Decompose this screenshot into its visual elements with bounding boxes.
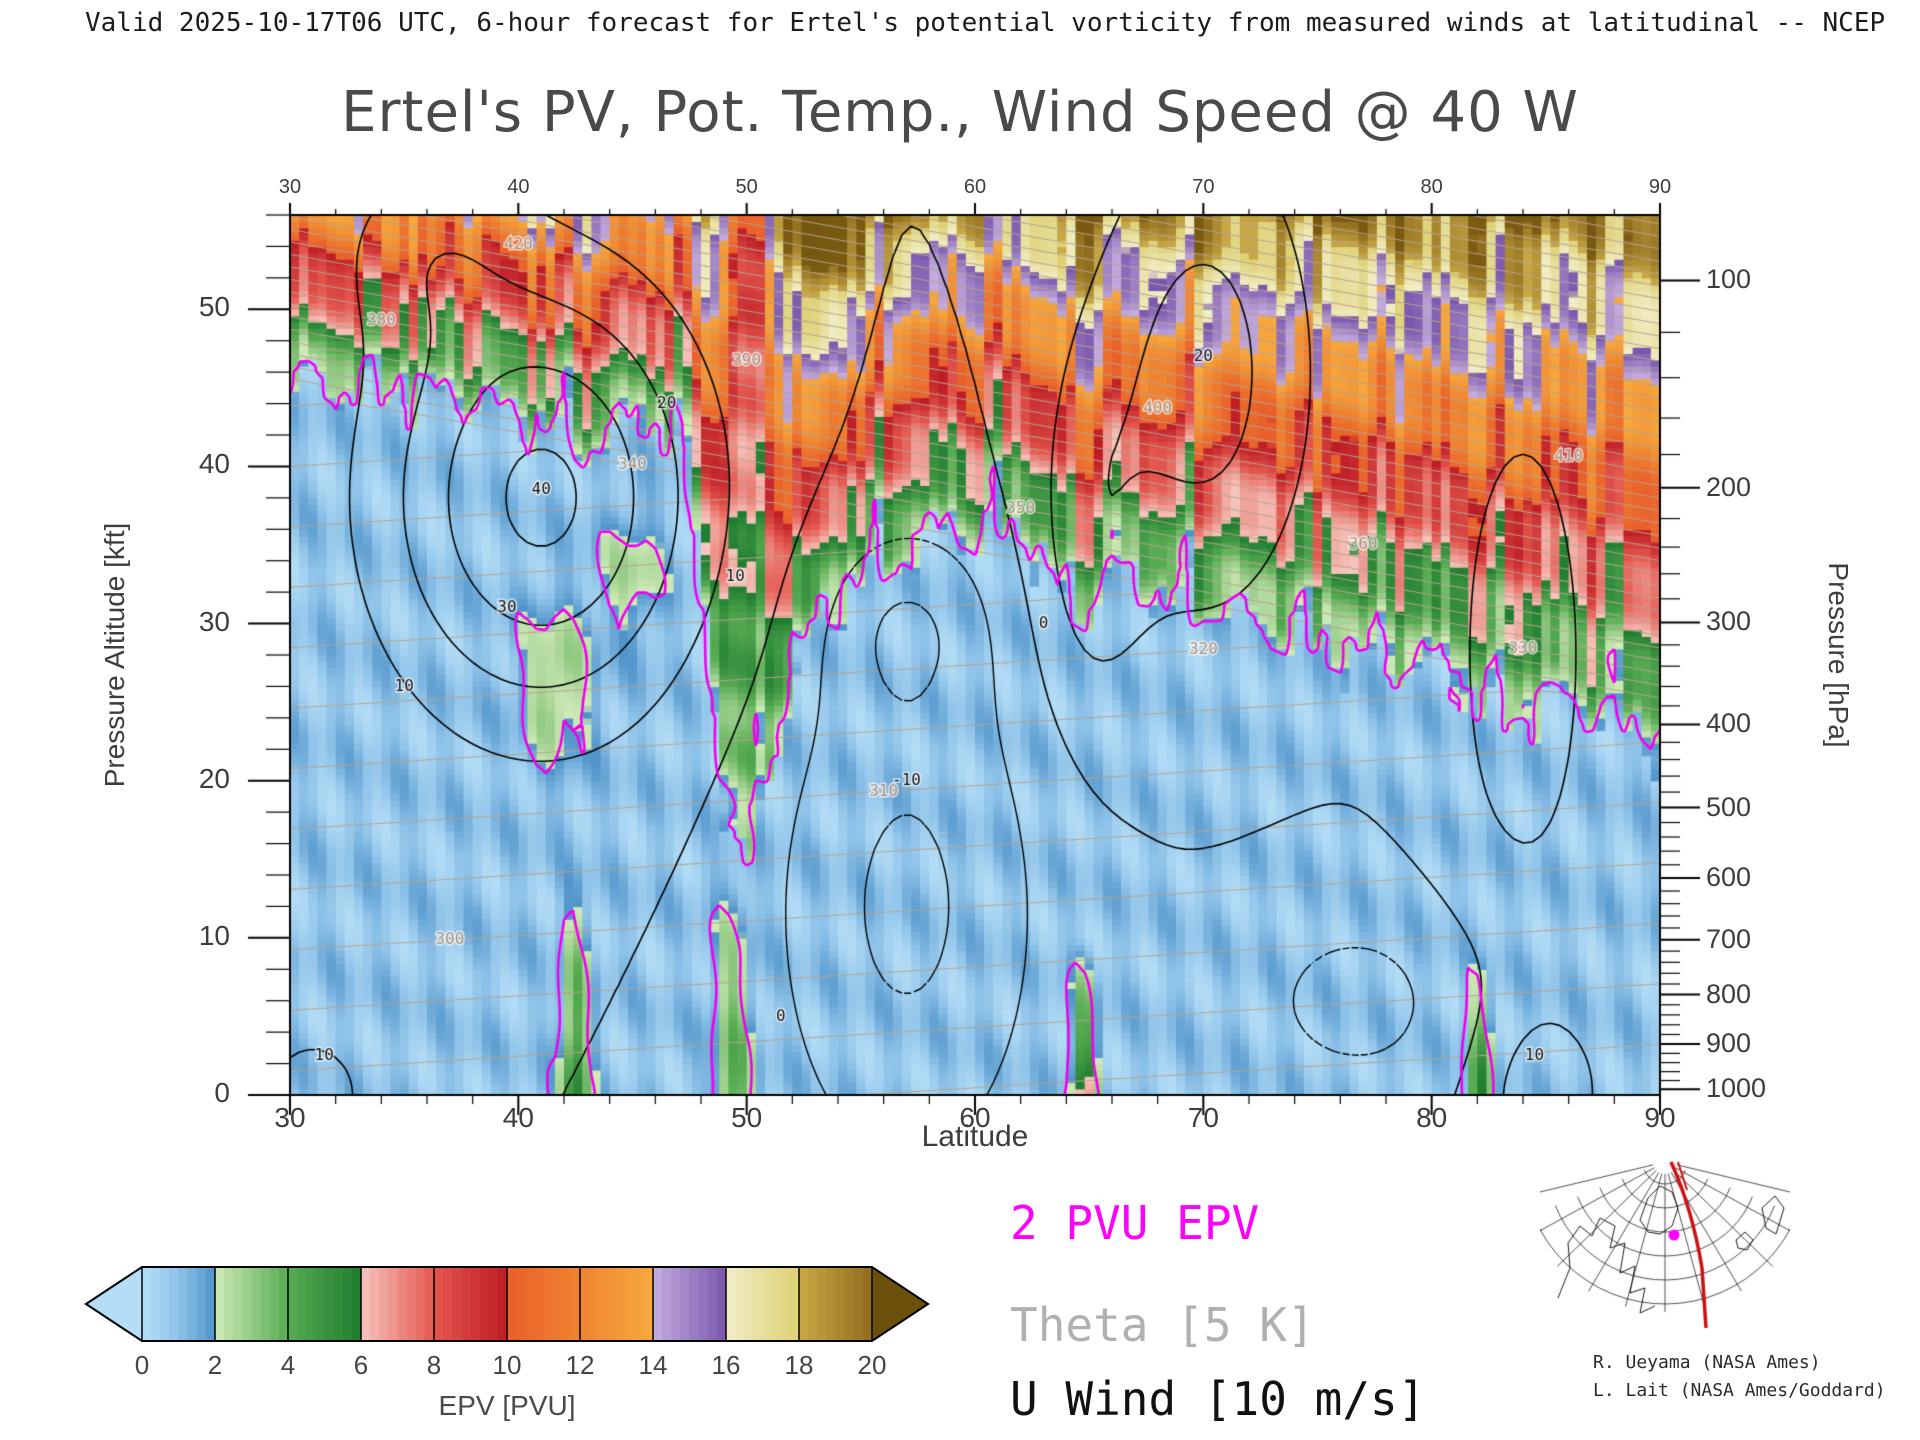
colorbar-tick-label: 12: [565, 1350, 595, 1380]
credit-line-1: R. Ueyama (NASA Ames): [1593, 1352, 1821, 1373]
y-right-tick-label: 700: [1706, 923, 1752, 954]
x-top-tick-label: 90: [1648, 176, 1672, 198]
y-right-tick-label: 400: [1706, 708, 1752, 739]
map-inset: [1540, 1148, 1790, 1333]
y-left-tick-label: 20: [198, 762, 230, 794]
y-right-tick-label: 500: [1706, 791, 1752, 822]
legend-theta: Theta [5 K]: [1010, 1298, 1315, 1352]
y-left-tick-label: 0: [214, 1077, 230, 1108]
legend-uwind: U Wind [10 m/s]: [1010, 1372, 1426, 1426]
y-right-tick-label: 1000: [1706, 1073, 1767, 1104]
x-tick-label: 70: [1187, 1102, 1219, 1133]
x-top-tick-label: 30: [278, 176, 302, 198]
x-tick-label: 80: [1416, 1102, 1448, 1133]
plot-title: Ertel's PV, Pot. Temp., Wind Speed @ 40 …: [341, 80, 1579, 145]
x-top-tick-label: 40: [507, 176, 530, 198]
x-top-tick-label: 60: [963, 176, 987, 198]
x-tick-label: 60: [959, 1102, 991, 1133]
y-left-tick-label: 30: [198, 605, 230, 637]
header-text: Valid 2025-10-17T06 UTC, 6-hour forecast…: [85, 8, 1886, 38]
colorbar-tick-label: 4: [280, 1350, 296, 1380]
y-right-tick-label: 600: [1706, 862, 1752, 893]
colorbar-tick-label: 6: [353, 1350, 369, 1380]
colorbar-tick-label: 20: [857, 1350, 887, 1380]
x-top-tick-label: 70: [1192, 176, 1215, 198]
y-axis-title-left: Pressure Altitude [kft]: [99, 522, 130, 788]
y-right-tick-label: 900: [1706, 1028, 1752, 1059]
colorbar-tick-label: 18: [784, 1350, 814, 1380]
colorbar-tick-label: 8: [426, 1350, 442, 1380]
x-tick-label: 40: [502, 1102, 534, 1133]
x-tick-label: 50: [731, 1102, 763, 1133]
x-top-tick-label: 80: [1420, 176, 1443, 198]
colorbar-tick-label: 14: [638, 1350, 668, 1380]
y-right-tick-label: 800: [1706, 978, 1752, 1009]
x-tick-label: 30: [274, 1102, 306, 1133]
y-left-tick-label: 40: [198, 448, 230, 480]
credit-line-2: L. Lait (NASA Ames/Goddard): [1593, 1380, 1886, 1401]
main-plot-canvas: [200, 170, 1720, 1130]
y-right-tick-label: 100: [1706, 264, 1752, 295]
colorbar-tick-label: 0: [134, 1350, 150, 1380]
y-left-tick-label: 50: [198, 291, 230, 323]
y-axis-title-right: Pressure [hPa]: [1823, 562, 1854, 748]
y-right-tick-label: 300: [1706, 606, 1752, 637]
x-tick-label: 90: [1644, 1102, 1676, 1133]
legend-epv: 2 PVU EPV: [1010, 1196, 1260, 1250]
colorbar-tick-label: 16: [711, 1350, 741, 1380]
colorbar-title: EPV [PVU]: [438, 1390, 576, 1421]
colorbar-tick-label: 2: [207, 1350, 223, 1380]
y-right-tick-label: 200: [1706, 471, 1752, 502]
x-top-tick-label: 50: [735, 176, 758, 198]
y-left-tick-label: 10: [198, 919, 230, 951]
x-axis-title: Latitude: [921, 1120, 1029, 1153]
colorbar: [84, 1266, 930, 1342]
colorbar-tick-label: 10: [492, 1350, 522, 1380]
